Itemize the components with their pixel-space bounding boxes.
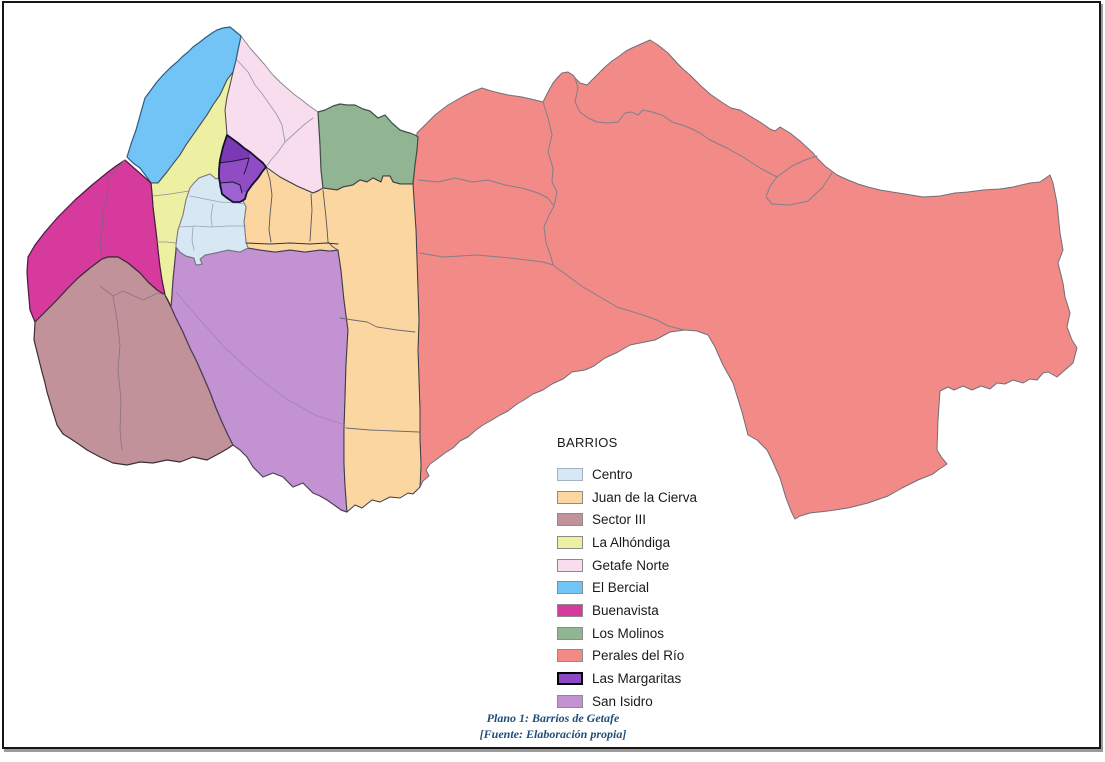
perales-line-8	[765, 172, 833, 206]
getafe-norte-line-1	[236, 59, 286, 143]
centro-line-2	[179, 225, 247, 228]
legend-item: Perales del Río	[557, 645, 697, 668]
legend-item: La Alhóndiga	[557, 531, 697, 554]
legend-swatch	[557, 490, 583, 504]
legend-label: Sector III	[592, 512, 647, 528]
legend-swatch	[557, 694, 583, 708]
sector-line-1	[99, 285, 166, 301]
legend-label: El Bercial	[592, 580, 650, 596]
alhondiga-line-1	[152, 190, 190, 197]
perales-line-5	[552, 264, 686, 331]
legend-item: Buenavista	[557, 599, 697, 622]
legend-label: La Alhóndiga	[592, 534, 671, 550]
legend-title: BARRIOS	[557, 435, 618, 450]
legend-item: Juan de la Cierva	[557, 486, 697, 509]
legend-label: San Isidro	[592, 693, 653, 709]
legend-label: Los Molinos	[592, 625, 665, 641]
legend-item: Las Margaritas	[557, 667, 697, 690]
margaritas-outline	[218, 134, 267, 203]
juan-line-1	[265, 166, 273, 243]
region-las-margaritas-north	[219, 135, 250, 163]
caption-title: Plano 1: Barrios de Getafe	[486, 711, 620, 725]
juan-line-3	[245, 242, 339, 245]
legend-item: Centro	[557, 463, 697, 486]
legend-item: Los Molinos	[557, 622, 697, 645]
legend-swatch	[557, 672, 583, 686]
region-los-molinos	[317, 103, 419, 191]
san-isidro-line-1	[175, 291, 346, 426]
region-perales-del-rio	[412, 39, 1078, 520]
legend-label: Buenavista	[592, 602, 659, 618]
centro-line-1	[189, 195, 246, 205]
region-juan-de-la-cierva	[242, 166, 422, 513]
legend-swatch	[557, 649, 583, 663]
legend-label: Perales del Río	[592, 648, 685, 664]
legend-item: San Isidro	[557, 690, 697, 713]
sector-line-2	[112, 295, 123, 451]
map-legend: BARRIOS Centro Juan de la Cierva Sector II…	[557, 435, 697, 713]
margaritas-line-1	[218, 157, 250, 164]
alhondiga-line-2	[156, 241, 177, 244]
juan-line-5	[345, 427, 420, 433]
juan-line-6	[322, 189, 339, 251]
legend-swatch	[557, 603, 583, 617]
perales-line-6	[574, 77, 778, 178]
perales-line-2	[542, 101, 558, 207]
margaritas-line-3	[219, 181, 243, 194]
buenavista-line-1	[99, 159, 126, 259]
legend-item: Sector III	[557, 508, 697, 531]
perales-line-1	[417, 177, 555, 207]
margaritas-line-2	[243, 157, 250, 175]
legend-item: Getafe Norte	[557, 554, 697, 577]
legend-swatch	[557, 467, 583, 481]
legend-label: Las Margaritas	[592, 671, 682, 687]
legend-swatch	[557, 626, 583, 640]
legend-swatch	[557, 558, 583, 572]
centro-line-3	[210, 203, 214, 227]
perales-line-7	[776, 155, 818, 178]
figure-caption: Plano 1: Barrios de Getafe [Fuente: Elab…	[353, 710, 753, 742]
legend-swatch	[557, 513, 583, 527]
centro-line-4	[191, 226, 195, 251]
legend-items: Centro Juan de la Cierva Sector III La Alhó…	[557, 463, 697, 713]
legend-label: Juan de la Cierva	[592, 489, 698, 505]
caption-source: [Fuente: Elaboración propia]	[479, 727, 627, 741]
legend-label: Getafe Norte	[592, 557, 670, 573]
perales-line-4	[419, 252, 554, 266]
perales-line-3	[543, 205, 555, 266]
juan-line-4	[339, 317, 416, 333]
getafe-norte-line-2	[284, 117, 314, 143]
getafe-norte-line-3	[265, 141, 286, 168]
legend-swatch	[557, 535, 583, 549]
juan-line-2	[309, 193, 313, 242]
legend-label: Centro	[592, 466, 633, 482]
legend-swatch	[557, 581, 583, 595]
legend-item: El Bercial	[557, 576, 697, 599]
